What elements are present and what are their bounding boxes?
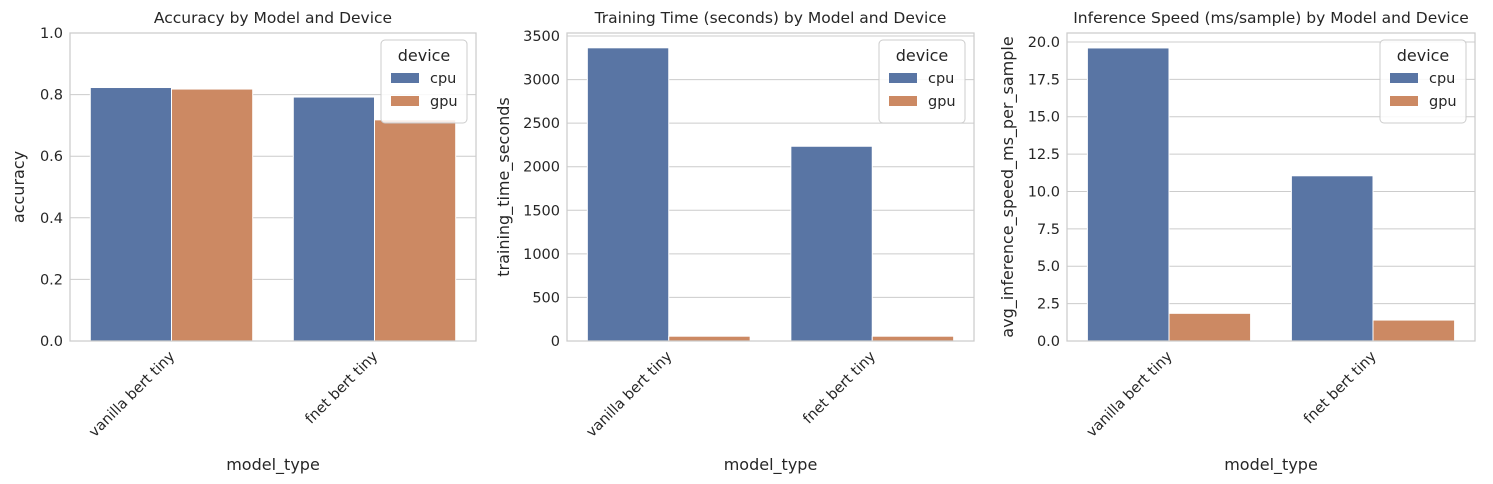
y-tick-label: 5.0 — [1037, 259, 1060, 275]
y-axis-label: training_time_seconds — [494, 97, 514, 277]
legend-swatch-cpu — [889, 73, 917, 83]
y-tick-label: 3500 — [523, 29, 560, 45]
bar-gpu-1 — [1168, 312, 1252, 342]
bar-gpu-2 — [1372, 319, 1456, 342]
y-tick-label: 17.5 — [1028, 72, 1060, 88]
legend-swatch-gpu — [889, 96, 917, 106]
bar-cpu-1 — [586, 47, 670, 342]
x-axis-label: model_type — [1224, 455, 1318, 475]
x-tick-label: vanilla bert tiny — [1084, 348, 1176, 440]
y-tick-label: 0.2 — [40, 272, 63, 288]
x-tick-label: fnet bert tiny — [1301, 348, 1380, 427]
chart-panel-1: 0.0 0.2 0.4 0.6 0.8 1.0 vanilla bert tiny fnet … — [9, 9, 477, 475]
legend-title: device — [398, 46, 451, 65]
chart-title: Training Time (seconds) by Model and Dev… — [594, 9, 947, 27]
y-tick-label: 0.0 — [40, 334, 63, 350]
y-tick-label: 2500 — [523, 116, 560, 132]
y-tick-label: 10.0 — [1028, 184, 1060, 200]
bar-gpu-2 — [871, 335, 955, 342]
legend-label-cpu: cpu — [928, 71, 954, 87]
plot-frame — [1066, 32, 1476, 342]
bar-gpu-1 — [668, 335, 751, 342]
legend-label-gpu: gpu — [1429, 94, 1457, 110]
y-tick-label: 2000 — [523, 160, 560, 176]
y-tick-label: 500 — [532, 290, 560, 306]
bar-gpu-1 — [171, 88, 254, 342]
y-axis-label: avg_inference_speed_ms_per_sample — [998, 36, 1018, 337]
legend-swatch-cpu — [391, 73, 419, 83]
chart-panel-2: 0 500 1000 1500 2000 2500 3000 3500 vanilla bert… — [494, 9, 975, 475]
bar-cpu-1 — [1086, 47, 1170, 342]
x-tick-label: fnet bert tiny — [800, 348, 879, 427]
bar-cpu-2 — [790, 145, 873, 342]
legend-label-gpu: gpu — [430, 94, 458, 110]
bar-cpu-2 — [292, 96, 375, 342]
y-tick-label: 15.0 — [1028, 110, 1060, 126]
y-tick-label: 1500 — [523, 203, 560, 219]
legend-swatch-gpu — [391, 96, 419, 106]
bar-gpu-2 — [374, 119, 457, 342]
legend-title: device — [896, 46, 949, 65]
legend: device cpu gpu — [1379, 39, 1467, 124]
x-axis-label: model_type — [226, 455, 320, 475]
bar-cpu-2 — [1290, 175, 1374, 342]
y-tick-label: 0.4 — [40, 211, 63, 227]
y-tick-label: 0.6 — [40, 149, 63, 165]
legend-swatch-gpu — [1390, 96, 1418, 106]
y-tick-label: 0 — [551, 334, 560, 350]
x-axis-label: model_type — [724, 455, 818, 475]
y-tick-label: 0.0 — [1037, 334, 1060, 350]
y-tick-label: 0.8 — [40, 88, 63, 104]
y-axis-label: accuracy — [9, 151, 28, 223]
chart-title: Inference Speed (ms/sample) by Model and… — [1073, 9, 1469, 27]
legend-label-cpu: cpu — [1429, 71, 1455, 87]
x-tick-label: vanilla bert tiny — [584, 348, 676, 440]
legend-label-gpu: gpu — [928, 94, 956, 110]
plot-frame — [566, 32, 975, 342]
chart-panel-3: 0.0 2.5 5.0 7.5 10.0 12.5 15.0 17.5 20.0 vanilla … — [998, 9, 1476, 475]
legend-swatch-cpu — [1390, 73, 1418, 83]
legend-title: device — [1397, 46, 1450, 65]
chart-title: Accuracy by Model and Device — [154, 9, 392, 27]
y-tick-label: 1.0 — [40, 26, 63, 42]
x-tick-label: vanilla bert tiny — [86, 348, 178, 440]
y-tick-label: 20.0 — [1028, 35, 1060, 51]
legend-label-cpu: cpu — [430, 71, 456, 87]
y-tick-label: 1000 — [523, 247, 560, 263]
y-tick-label: 3000 — [523, 73, 560, 89]
y-tick-label: 2.5 — [1037, 297, 1060, 313]
legend: device cpu gpu — [878, 39, 966, 124]
x-tick-label: fnet bert tiny — [303, 348, 382, 427]
plot-frame — [69, 32, 477, 342]
y-tick-label: 7.5 — [1037, 222, 1060, 238]
bar-cpu-1 — [89, 87, 172, 342]
y-tick-label: 12.5 — [1028, 147, 1060, 163]
legend: device cpu gpu — [380, 39, 468, 124]
